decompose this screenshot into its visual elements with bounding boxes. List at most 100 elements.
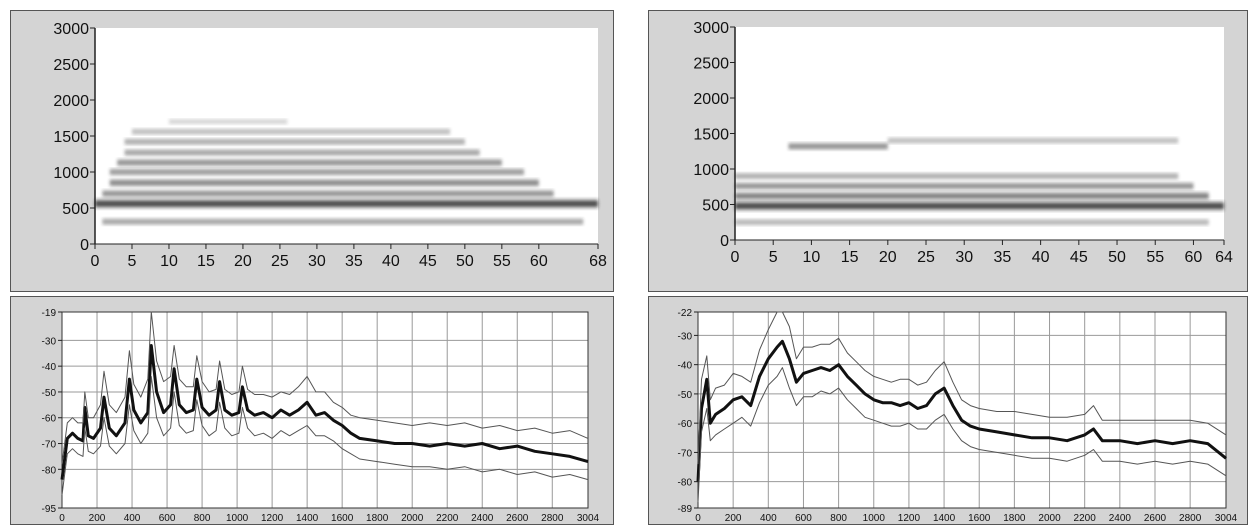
spectrogram-left: 0 500 1000 1500 2000 2500 3000 0 5 10 15 20 25 30 35 40…: [53, 21, 607, 270]
harmonic-band: [131, 129, 451, 134]
x-tick-label: 1800: [366, 513, 389, 524]
y-tick-label: -30: [42, 336, 57, 347]
x-tick-label: 35: [994, 249, 1012, 266]
x-tick-label: 10: [160, 253, 178, 270]
y-tick-label: -19: [42, 308, 57, 319]
y-tick-label: -40: [678, 361, 693, 372]
harmonic-band: [102, 219, 584, 225]
x-tick-label: 400: [760, 513, 777, 524]
x-tick-label: 2400: [1109, 513, 1132, 524]
x-tick-label: 30: [955, 249, 973, 266]
y-tick-label: -50: [678, 390, 693, 401]
harmonic-band: [124, 139, 465, 145]
x-tick-label: 5: [769, 249, 778, 266]
x-tick-label: 20: [879, 249, 897, 266]
y-tick-label: -22: [678, 308, 693, 319]
plot-area: [62, 312, 588, 508]
y-tick-label: -89: [678, 504, 693, 515]
x-tick-label: 35: [345, 253, 363, 270]
x-tick-label: 0: [695, 513, 701, 524]
x-tick-label: 68: [589, 253, 607, 270]
spectrogram-right: 0 500 1000 1500 2000 2500 3000 0 5 10 15 20 25 30 35 40…: [693, 20, 1233, 266]
x-tick-label: 2000: [401, 513, 424, 524]
y-tick-label: -40: [42, 362, 57, 373]
x-tick-label: 1400: [933, 513, 956, 524]
plot-border: [697, 311, 1227, 509]
spectrum-right: -22 -30 -40 -50 -60 -70 -80 -890 200 400 600 800 100…: [678, 308, 1238, 524]
harmonic-band: [788, 143, 888, 149]
harmonic-band: [887, 138, 1179, 143]
x-tick-label: 30: [308, 253, 326, 270]
plot-area: [698, 312, 1226, 508]
series-line-mean: [60, 344, 589, 480]
x-tick-label: 1600: [331, 513, 354, 524]
x-tick-label: 5: [128, 253, 137, 270]
x-tick-label: 2200: [1074, 513, 1097, 524]
y-tick-label: 2500: [693, 56, 729, 73]
y-tick-label: 1500: [693, 127, 729, 144]
x-tick-label: 10: [803, 249, 821, 266]
x-tick-label: 1200: [898, 513, 921, 524]
plot-border: [61, 311, 589, 509]
x-tick-label: 200: [89, 513, 106, 524]
spectrum-left: -19 -30 -40 -50 -60 -70 -80 -950 200 400 600 800 100…: [42, 308, 600, 524]
harmonic-band: [735, 202, 1224, 210]
x-tick-label: 1200: [261, 513, 284, 524]
y-tick-label: 3000: [693, 20, 729, 37]
x-tick-label: 0: [59, 513, 65, 524]
harmonic-band: [102, 191, 554, 197]
series-line-upper: [697, 311, 1227, 465]
x-tick-label: 55: [1146, 249, 1164, 266]
harmonic-band: [124, 150, 480, 155]
x-tick-label: 0: [731, 249, 740, 266]
harmonic-band: [95, 200, 598, 208]
x-tick-label: 25: [917, 249, 935, 266]
x-tick-label: 60: [530, 253, 548, 270]
x-tick-label: 20: [234, 253, 252, 270]
x-tick-label: 1400: [296, 513, 319, 524]
x-tick-label: 45: [419, 253, 437, 270]
x-tick-label: 2200: [436, 513, 459, 524]
x-tick-label: 2800: [541, 513, 564, 524]
harmonic-band: [168, 119, 288, 124]
x-tick-label: 25: [271, 253, 289, 270]
x-tick-label: 800: [194, 513, 211, 524]
x-tick-label: 600: [795, 513, 812, 524]
x-tick-label: 1600: [968, 513, 991, 524]
y-tick-label: 0: [80, 237, 89, 254]
y-tick-label: 500: [62, 201, 89, 218]
x-tick-label: 800: [830, 513, 847, 524]
x-tick-label: 60: [1185, 249, 1203, 266]
x-tick-label: 600: [159, 513, 176, 524]
x-tick-label: 2600: [1144, 513, 1167, 524]
series-line-mean: [696, 339, 1227, 482]
y-tick-label: -30: [678, 331, 693, 342]
y-tick-label: 1000: [53, 165, 89, 182]
x-tick-label: 50: [1108, 249, 1126, 266]
y-tick-label: -80: [42, 465, 57, 476]
y-tick-label: 2000: [53, 93, 89, 110]
y-tick-label: 2000: [693, 91, 729, 108]
x-tick-label: 40: [1032, 249, 1050, 266]
x-tick-label: 15: [841, 249, 859, 266]
x-tick-label: 3004: [577, 513, 600, 524]
harmonic-band: [109, 180, 539, 186]
x-tick-label: 2800: [1179, 513, 1202, 524]
harmonic-band: [735, 173, 1179, 179]
x-tick-label: 40: [382, 253, 400, 270]
x-tick-label: 1800: [1003, 513, 1026, 524]
x-tick-label: 15: [197, 253, 215, 270]
x-tick-label: 400: [124, 513, 141, 524]
x-tick-label: 55: [493, 253, 511, 270]
x-tick-label: 1000: [863, 513, 886, 524]
y-tick-label: -60: [42, 414, 57, 425]
x-tick-label: 1000: [226, 513, 249, 524]
x-tick-label: 3004: [1215, 513, 1238, 524]
y-tick-label: 1500: [53, 129, 89, 146]
y-tick-label: 0: [720, 233, 729, 250]
y-tick-label: -50: [42, 388, 57, 399]
series-line-lower: [61, 376, 589, 496]
y-tick-label: -70: [678, 448, 693, 459]
x-tick-label: 64: [1215, 249, 1233, 266]
x-tick-label: 2000: [1038, 513, 1061, 524]
